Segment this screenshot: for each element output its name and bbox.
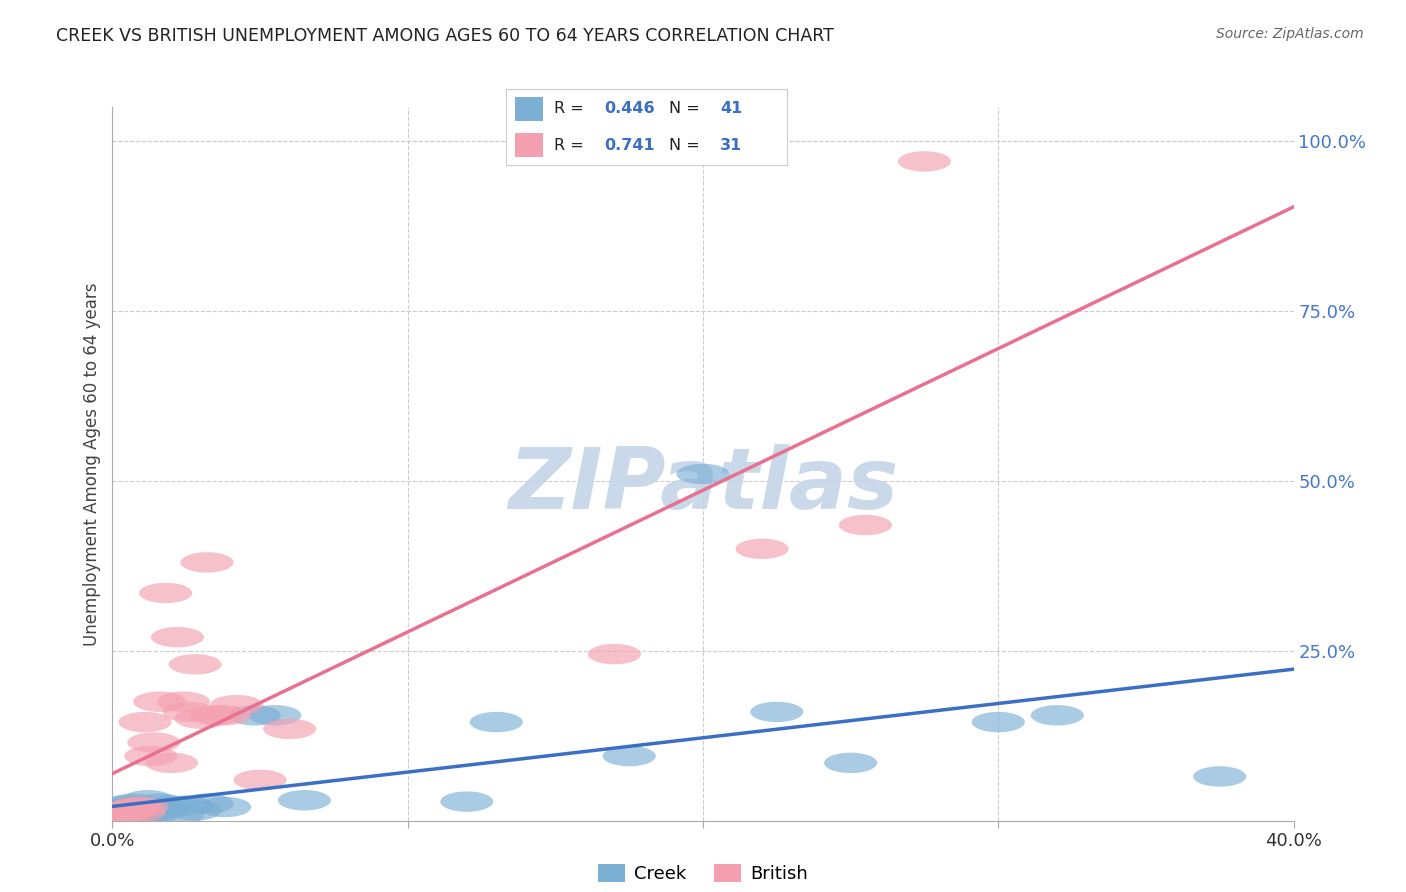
Ellipse shape bbox=[198, 705, 252, 725]
Text: Source: ZipAtlas.com: Source: ZipAtlas.com bbox=[1216, 27, 1364, 41]
Ellipse shape bbox=[169, 654, 222, 674]
Ellipse shape bbox=[676, 464, 730, 484]
Ellipse shape bbox=[101, 800, 153, 821]
Ellipse shape bbox=[104, 800, 157, 821]
Ellipse shape bbox=[145, 796, 198, 816]
Text: R =: R = bbox=[554, 137, 593, 153]
Ellipse shape bbox=[735, 539, 789, 559]
Ellipse shape bbox=[127, 804, 180, 824]
Ellipse shape bbox=[249, 705, 301, 725]
Text: R =: R = bbox=[554, 102, 589, 117]
Ellipse shape bbox=[180, 794, 233, 814]
Ellipse shape bbox=[603, 746, 655, 766]
Ellipse shape bbox=[157, 691, 209, 712]
Ellipse shape bbox=[134, 794, 186, 814]
Ellipse shape bbox=[588, 644, 641, 665]
Text: 31: 31 bbox=[720, 137, 742, 153]
Ellipse shape bbox=[145, 753, 198, 773]
Ellipse shape bbox=[440, 791, 494, 812]
Ellipse shape bbox=[169, 800, 222, 821]
Bar bbox=[515, 133, 543, 158]
Ellipse shape bbox=[110, 800, 163, 821]
Ellipse shape bbox=[134, 691, 186, 712]
Bar bbox=[515, 97, 543, 121]
Ellipse shape bbox=[163, 702, 217, 723]
Ellipse shape bbox=[263, 719, 316, 739]
Ellipse shape bbox=[94, 798, 148, 819]
Text: CREEK VS BRITISH UNEMPLOYMENT AMONG AGES 60 TO 64 YEARS CORRELATION CHART: CREEK VS BRITISH UNEMPLOYMENT AMONG AGES… bbox=[56, 27, 834, 45]
Ellipse shape bbox=[98, 805, 150, 825]
Ellipse shape bbox=[89, 805, 142, 825]
Ellipse shape bbox=[209, 695, 263, 715]
Ellipse shape bbox=[107, 798, 160, 819]
Ellipse shape bbox=[180, 552, 233, 573]
Ellipse shape bbox=[233, 770, 287, 790]
Ellipse shape bbox=[101, 800, 153, 821]
Ellipse shape bbox=[110, 797, 163, 817]
Ellipse shape bbox=[107, 802, 160, 822]
Ellipse shape bbox=[115, 797, 169, 817]
Ellipse shape bbox=[839, 515, 891, 535]
Ellipse shape bbox=[121, 790, 174, 811]
Ellipse shape bbox=[112, 805, 166, 825]
Ellipse shape bbox=[898, 152, 950, 171]
Ellipse shape bbox=[91, 802, 145, 822]
Ellipse shape bbox=[150, 805, 204, 825]
Legend: Creek, British: Creek, British bbox=[591, 856, 815, 890]
Ellipse shape bbox=[228, 705, 281, 725]
Text: 41: 41 bbox=[720, 102, 742, 117]
Text: N =: N = bbox=[669, 102, 706, 117]
Ellipse shape bbox=[139, 798, 193, 819]
Ellipse shape bbox=[278, 790, 330, 811]
Text: 0.741: 0.741 bbox=[605, 137, 655, 153]
Ellipse shape bbox=[118, 802, 172, 822]
Ellipse shape bbox=[91, 804, 145, 824]
Ellipse shape bbox=[160, 796, 212, 816]
Ellipse shape bbox=[139, 582, 193, 603]
Ellipse shape bbox=[94, 804, 148, 824]
Text: 0.446: 0.446 bbox=[605, 102, 655, 117]
Ellipse shape bbox=[118, 712, 172, 732]
Ellipse shape bbox=[127, 732, 180, 753]
Ellipse shape bbox=[150, 627, 204, 648]
Text: N =: N = bbox=[669, 137, 706, 153]
Ellipse shape bbox=[104, 804, 157, 824]
Text: ZIPatlas: ZIPatlas bbox=[508, 443, 898, 527]
Ellipse shape bbox=[824, 753, 877, 773]
Ellipse shape bbox=[190, 705, 242, 725]
Ellipse shape bbox=[91, 807, 145, 828]
Ellipse shape bbox=[972, 712, 1025, 732]
Ellipse shape bbox=[107, 794, 160, 814]
Ellipse shape bbox=[112, 802, 166, 822]
Ellipse shape bbox=[98, 805, 150, 825]
Y-axis label: Unemployment Among Ages 60 to 64 years: Unemployment Among Ages 60 to 64 years bbox=[83, 282, 101, 646]
Ellipse shape bbox=[124, 746, 177, 766]
Ellipse shape bbox=[94, 802, 148, 822]
Ellipse shape bbox=[470, 712, 523, 732]
Ellipse shape bbox=[131, 800, 183, 821]
Ellipse shape bbox=[115, 798, 169, 819]
Ellipse shape bbox=[1194, 766, 1246, 787]
Ellipse shape bbox=[751, 702, 803, 723]
Ellipse shape bbox=[124, 800, 177, 821]
Ellipse shape bbox=[101, 806, 153, 827]
Ellipse shape bbox=[104, 797, 157, 817]
Ellipse shape bbox=[174, 708, 228, 729]
Ellipse shape bbox=[1031, 705, 1084, 725]
Ellipse shape bbox=[89, 805, 142, 825]
Ellipse shape bbox=[198, 797, 252, 817]
Ellipse shape bbox=[98, 796, 150, 816]
